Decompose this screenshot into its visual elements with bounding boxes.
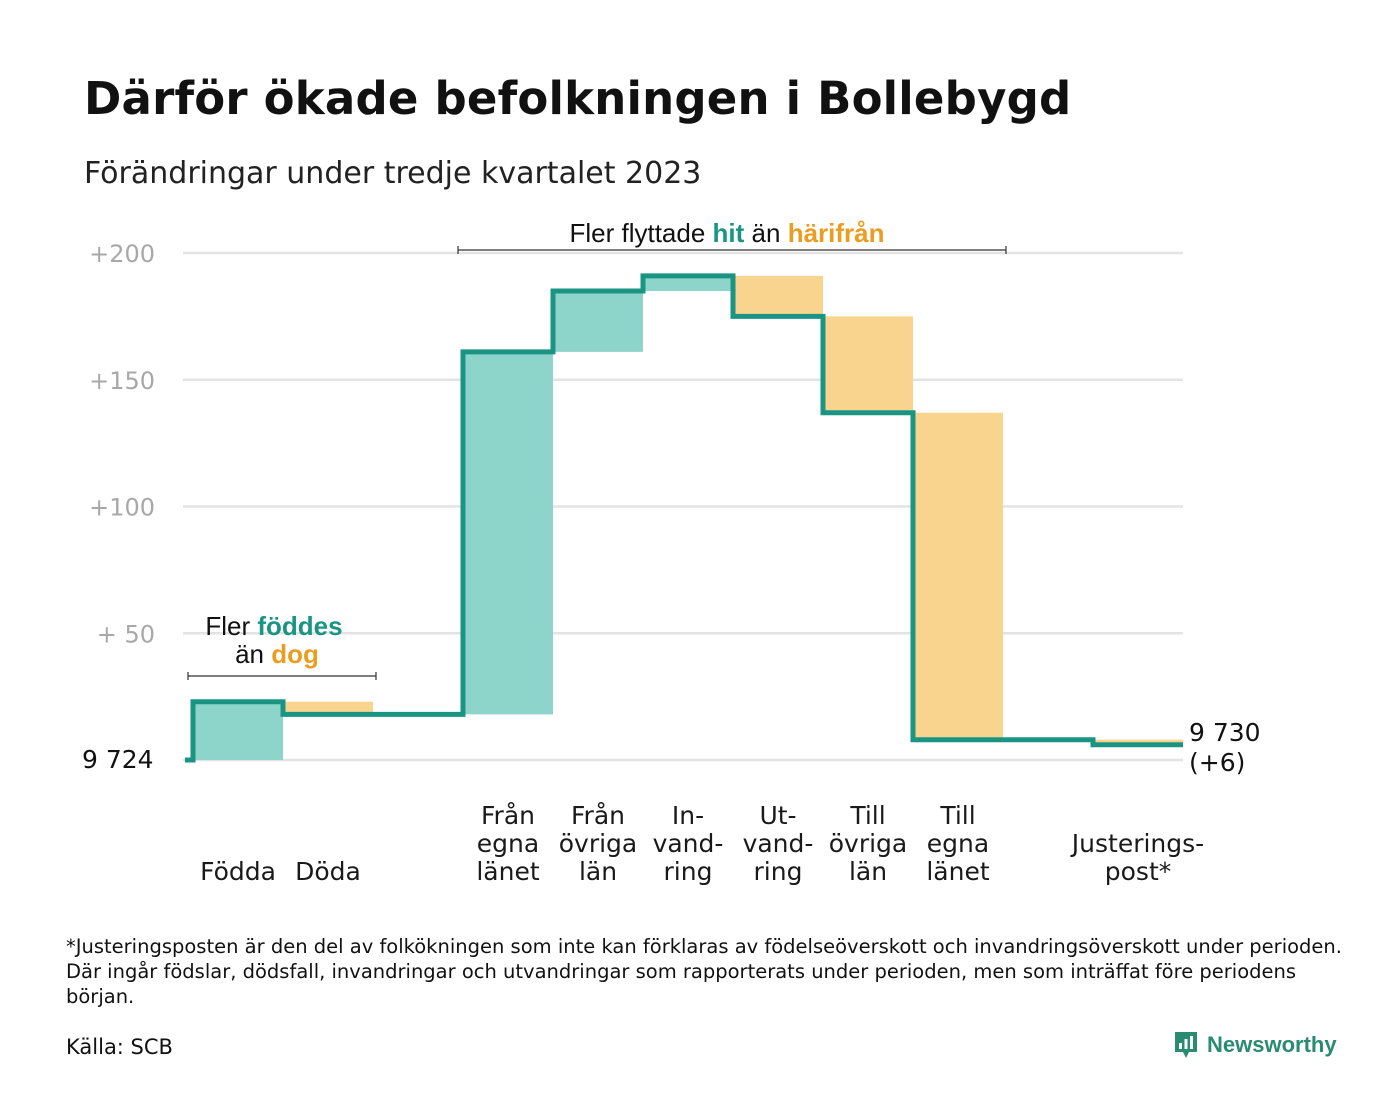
waterfall-bar <box>643 275 733 292</box>
births-annotation-line2: än dog <box>235 639 319 669</box>
category-label: Födda <box>200 857 276 886</box>
y-tick-label: + 50 <box>97 620 155 648</box>
axis-labels: + 50 +100 +150 +200 Födda Döda Från egna länet Fr… <box>82 240 1261 886</box>
end-value-label: (+6) <box>1189 748 1245 777</box>
bars <box>193 275 1183 760</box>
source-label: Källa: SCB <box>66 1035 173 1059</box>
start-value-label: 9 724 <box>82 745 154 774</box>
chart-title: Därför ökade befolkningen i Bollebygd <box>84 72 1072 125</box>
y-tick-label: +200 <box>89 240 155 268</box>
category-label: Justerings-post* <box>1070 829 1204 886</box>
grid-lines <box>183 251 1183 762</box>
brand[interactable]: Newsworthy <box>1173 1030 1337 1060</box>
births-annotation-line1: Fler föddes <box>205 611 342 641</box>
waterfall-bar <box>193 701 283 760</box>
waterfall-bar <box>823 316 913 413</box>
category-label: Till egna länet <box>926 801 989 886</box>
newsworthy-logo-icon <box>1175 1032 1197 1058</box>
waterfall-bar <box>283 701 373 715</box>
end-value-label: 9 730 <box>1189 718 1261 747</box>
chart-subtitle: Förändringar under tredje kvartalet 2023 <box>84 156 702 191</box>
category-label: Döda <box>295 857 361 886</box>
waterfall-bar <box>1093 739 1183 745</box>
category-label: Ut-vand-ring <box>743 801 814 886</box>
category-label: In-vand-ring <box>653 801 724 886</box>
category-label: Till övriga län <box>829 801 908 886</box>
brand-name: Newsworthy <box>1207 1032 1337 1057</box>
waterfall-bar <box>463 351 553 715</box>
y-tick-label: +150 <box>89 367 155 395</box>
waterfall-bar <box>913 412 1003 740</box>
waterfall-chart: + 50 +100 +150 +200 Födda Döda Från egna länet Fr… <box>82 218 1261 886</box>
migration-annotation: Fler flyttade hit än härifrån <box>569 218 884 248</box>
waterfall-bar <box>553 291 643 352</box>
running-total-line <box>185 273 1183 763</box>
waterfall-bar <box>733 275 823 317</box>
running-total-line <box>185 273 1183 763</box>
category-label: Från egna länet <box>476 801 539 886</box>
y-tick-label: +100 <box>89 494 155 522</box>
category-label: Från övriga län <box>559 801 638 886</box>
footnote: *Justeringsposten är den del av folkökni… <box>66 935 1342 1008</box>
